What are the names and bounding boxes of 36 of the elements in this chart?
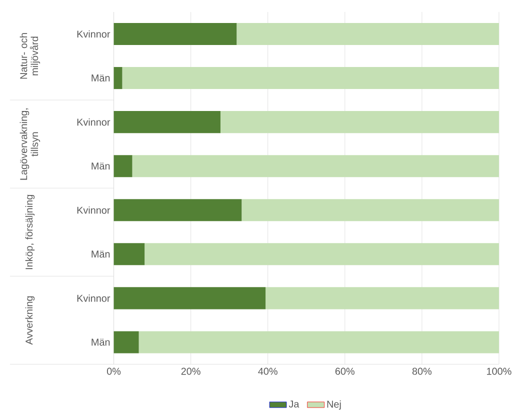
x-tick-label: 0%: [106, 368, 121, 375]
bar: [242, 199, 499, 222]
text: Avverkning: [25, 296, 35, 345]
y-tick-label: Kvinnor: [77, 294, 110, 302]
y-tick-label: Män: [92, 338, 110, 346]
bar: [138, 331, 499, 354]
x-tick-label: 20%: [181, 368, 200, 375]
bar: [220, 110, 499, 134]
x-tick-label: 60%: [335, 368, 354, 375]
bar: [114, 110, 220, 134]
text: Lagövervakning, tillsyn: [20, 108, 40, 180]
bar: [114, 287, 266, 310]
bar: [266, 287, 499, 310]
y-tick-label: Män: [92, 162, 110, 170]
bar: [114, 22, 237, 45]
text: Inköp, försäljning: [25, 194, 35, 270]
x-tick-label: 80%: [412, 368, 432, 375]
bar: [114, 243, 145, 266]
legend-label: Ja: [288, 400, 300, 408]
legend-label: Nej: [327, 400, 341, 410]
bar: [122, 66, 499, 89]
bar: [114, 155, 132, 178]
bar: [114, 199, 242, 222]
bar: [144, 243, 499, 266]
x-tick-label: 40%: [258, 368, 278, 375]
bar: [236, 22, 499, 45]
bar: [132, 155, 499, 178]
y-tick-label: Män: [92, 74, 110, 82]
y-tick-label: Män: [92, 250, 110, 258]
y-tick-label: Kvinnor: [77, 30, 110, 38]
bar: [114, 331, 139, 354]
y-tick-label: Kvinnor: [77, 206, 110, 214]
bar: [114, 66, 122, 89]
x-tick-label: 100%: [487, 368, 512, 375]
y-tick-label: Kvinnor: [77, 118, 110, 126]
text: Natur- och miljövård: [20, 33, 40, 79]
